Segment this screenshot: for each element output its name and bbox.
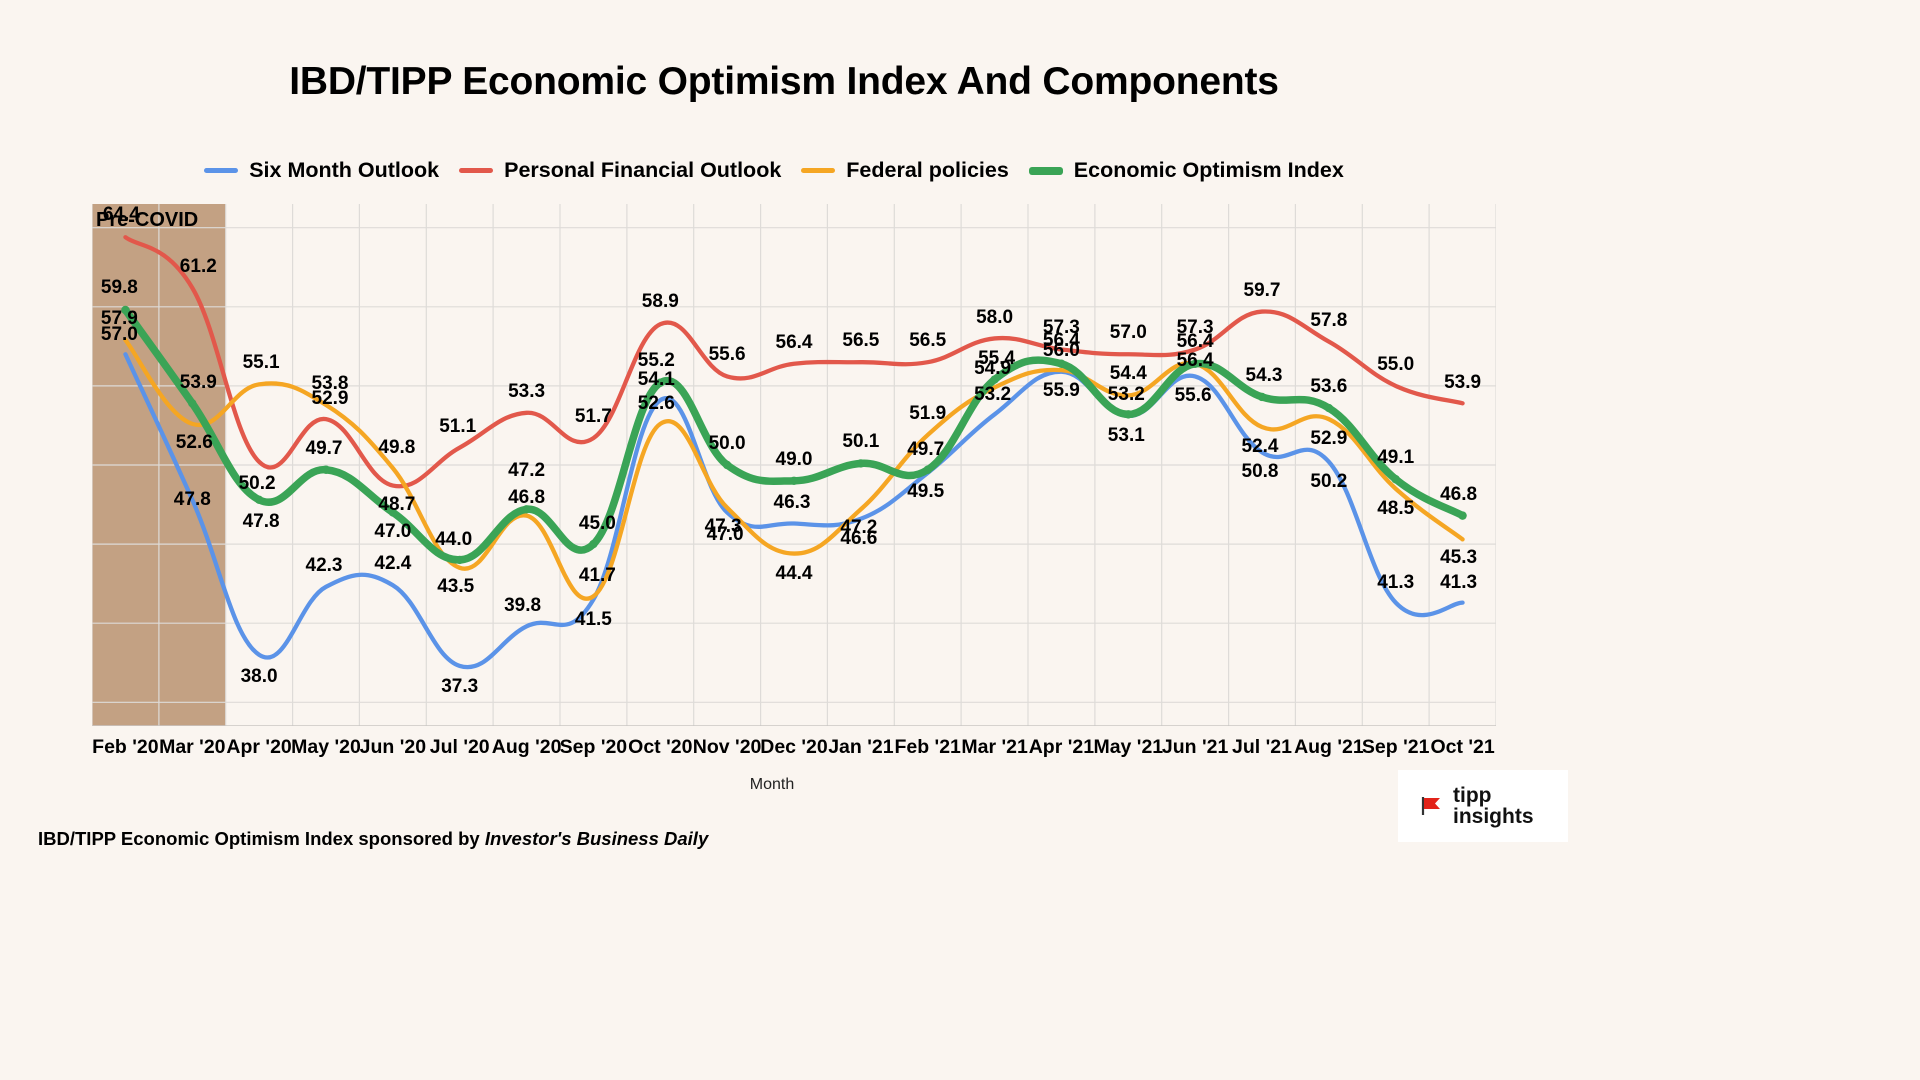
legend-swatch-icon <box>1028 166 1063 175</box>
data-point-marker <box>1324 403 1334 413</box>
x-axis-tick-label: Nov '20 <box>692 736 762 758</box>
series-line-six-month-outlook <box>123 352 1465 670</box>
legend-swatch-icon <box>204 168 239 173</box>
x-axis-tick-label: Jan '21 <box>828 736 894 758</box>
data-point-marker <box>1124 410 1133 419</box>
x-axis-tick-label: Aug '21 <box>1294 736 1364 758</box>
x-axis-title-text: Month <box>749 776 795 793</box>
x-axis-tick-label: Aug '20 <box>491 736 562 758</box>
x-axis-tick-label: Jun '20 <box>359 736 427 758</box>
x-axis-tick-label: Oct '20 <box>628 736 693 758</box>
x-axis-tick-label: Mar '21 <box>961 736 1028 758</box>
chart-title: IBD/TIPP Economic Optimism Index And Com… <box>289 60 1279 103</box>
x-axis-tick-label: May '21 <box>1093 736 1164 758</box>
data-point-marker <box>1391 475 1400 484</box>
plot-svg <box>92 204 1496 726</box>
series-line-economic-optimism-index <box>121 306 1467 564</box>
series-line-federal-policies <box>123 337 1465 601</box>
data-point-marker <box>722 460 732 470</box>
tipp-insights-logo: tipp insights <box>1398 770 1568 842</box>
legend-swatch-icon <box>801 168 836 173</box>
x-axis-tick-label: Feb '21 <box>894 736 961 758</box>
legend-label: Six Month Outlook <box>249 158 440 182</box>
legend-label: Personal Financial Outlook <box>504 158 782 182</box>
x-axis-tick-label: Sep '21 <box>1361 736 1430 758</box>
data-point-marker <box>789 476 799 486</box>
data-point-marker <box>455 555 464 565</box>
x-axis-tick-label: Apr '21 <box>1028 736 1095 758</box>
data-point-marker <box>923 465 932 474</box>
precovid-annotation: Pre-COVID <box>96 209 199 231</box>
logo-line-2: insights <box>1453 805 1534 828</box>
data-point-marker <box>656 378 665 387</box>
tipp-flag-icon <box>1420 793 1446 819</box>
x-axis-tick-label: Feb '20 <box>92 736 159 758</box>
legend-label: Federal policies <box>846 158 1009 182</box>
x-axis-tick-label: Sep '20 <box>559 736 628 758</box>
x-axis-tick-label: Mar '20 <box>159 736 226 758</box>
x-axis-tick-label: Jun '21 <box>1161 736 1229 758</box>
x-axis-title: Month <box>0 776 1568 794</box>
data-point-marker <box>522 505 531 514</box>
data-point-marker <box>188 399 197 408</box>
x-axis-tick-label: Dec '20 <box>760 736 828 758</box>
legend-swatch-icon <box>459 168 494 173</box>
data-point-marker <box>589 539 598 549</box>
data-point-marker <box>856 459 866 468</box>
x-axis-ticks: Feb '20 Mar '20 Apr '20 May '20 Jun '20 Jul '… <box>0 736 1568 766</box>
logo-text: tipp insights <box>1453 785 1534 827</box>
footer-prefix: IBD/TIPP Economic Optimism Index sponsor… <box>38 828 485 849</box>
x-axis-tick-label: Oct '21 <box>1430 736 1495 758</box>
x-axis-tick-label: Apr '20 <box>226 736 292 758</box>
data-point-marker <box>121 305 130 315</box>
x-axis-tick-label: May '20 <box>291 736 361 758</box>
data-point-marker <box>1057 359 1066 368</box>
legend-item[interactable]: Personal Financial Outlook <box>459 158 781 183</box>
series-line-personal-financial-outlook <box>123 235 1465 489</box>
data-point-marker <box>254 495 264 504</box>
data-point-marker <box>1190 359 1200 368</box>
legend-item[interactable]: Federal policies <box>801 158 1009 183</box>
x-axis-tick-label: Jul '21 <box>1232 736 1292 758</box>
x-axis-tick-label: Jul '20 <box>429 736 490 758</box>
legend-item[interactable]: Economic Optimism Index <box>1028 158 1344 183</box>
data-point-marker <box>321 465 331 474</box>
data-point-marker <box>990 375 999 384</box>
chart-container: IBD/TIPP Economic Optimism Index And Com… <box>0 60 1568 850</box>
plot-area: 64.4 59.8 57.9 57.0 61.2 53.9 52.6 47.8 55.1 50.2… <box>92 204 1496 726</box>
legend-item[interactable]: Six Month Outlook <box>204 158 439 183</box>
data-point-marker <box>388 508 398 517</box>
footer-italic: Investor's Business Daily <box>484 828 709 849</box>
logo-line-1: tipp <box>1453 784 1492 807</box>
legend-label: Economic Optimism Index <box>1073 158 1344 182</box>
data-point-marker <box>1458 511 1467 520</box>
chart-legend: Six Month Outlook Personal Financial Outl… <box>0 158 1568 183</box>
chart-footer: IBD/TIPP Economic Optimism Index sponsor… <box>38 828 708 850</box>
data-point-marker <box>1257 392 1267 402</box>
